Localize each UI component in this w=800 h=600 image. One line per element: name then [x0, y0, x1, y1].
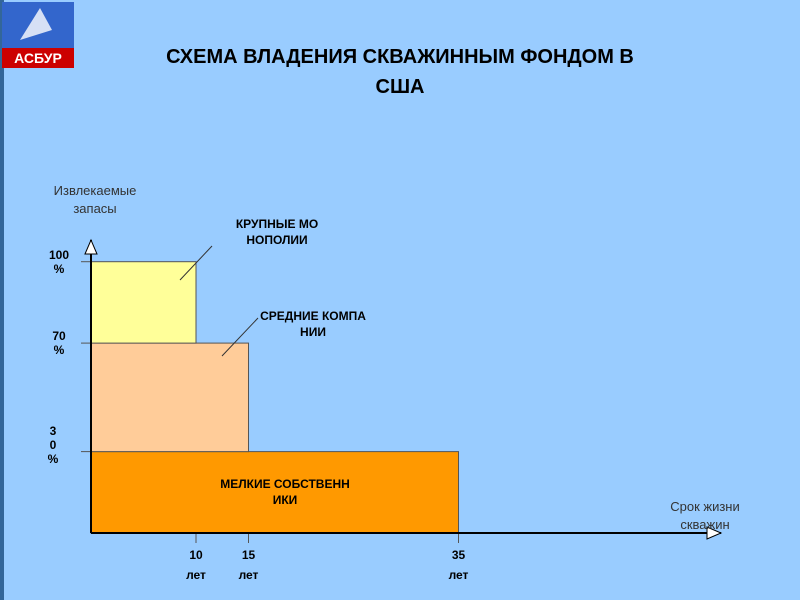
x-axis-label: Срок жизни скважин [670, 499, 740, 532]
leader-line [221, 317, 259, 357]
logo-text: АСБУР [2, 48, 74, 68]
slide-edge [0, 0, 4, 600]
ownership-block [90, 342, 249, 453]
y-axis-arrow [84, 238, 98, 255]
series-label: КРУПНЫЕ МОНОПОЛИИ [235, 217, 319, 247]
series-label: МЕЛКИЕ СОБСТВЕННИКИ [220, 477, 350, 507]
logo-eagle [20, 8, 52, 40]
y-axis-label: Извлекаемые запасы [53, 183, 137, 216]
x-axis-arrow [706, 526, 723, 540]
chart-title: СХЕМА ВЛАДЕНИЯ СКВАЖИННЫМ ФОНДОМ В США [166, 46, 634, 98]
x-tick-label: 10 лет [186, 548, 206, 582]
x-tick-label: 15 лет [238, 548, 259, 582]
leader-line [179, 245, 213, 281]
x-tick-label: 35 лет [448, 548, 469, 582]
ownership-block [90, 451, 459, 534]
y-tick-label: 100 % [48, 247, 70, 276]
y-tick-label: 3 0 % [47, 423, 59, 466]
y-tick-label: 70 % [52, 329, 66, 358]
ownership-block [90, 261, 197, 344]
series-label: СРЕДНИЕ КОМПАНИИ [260, 309, 366, 339]
